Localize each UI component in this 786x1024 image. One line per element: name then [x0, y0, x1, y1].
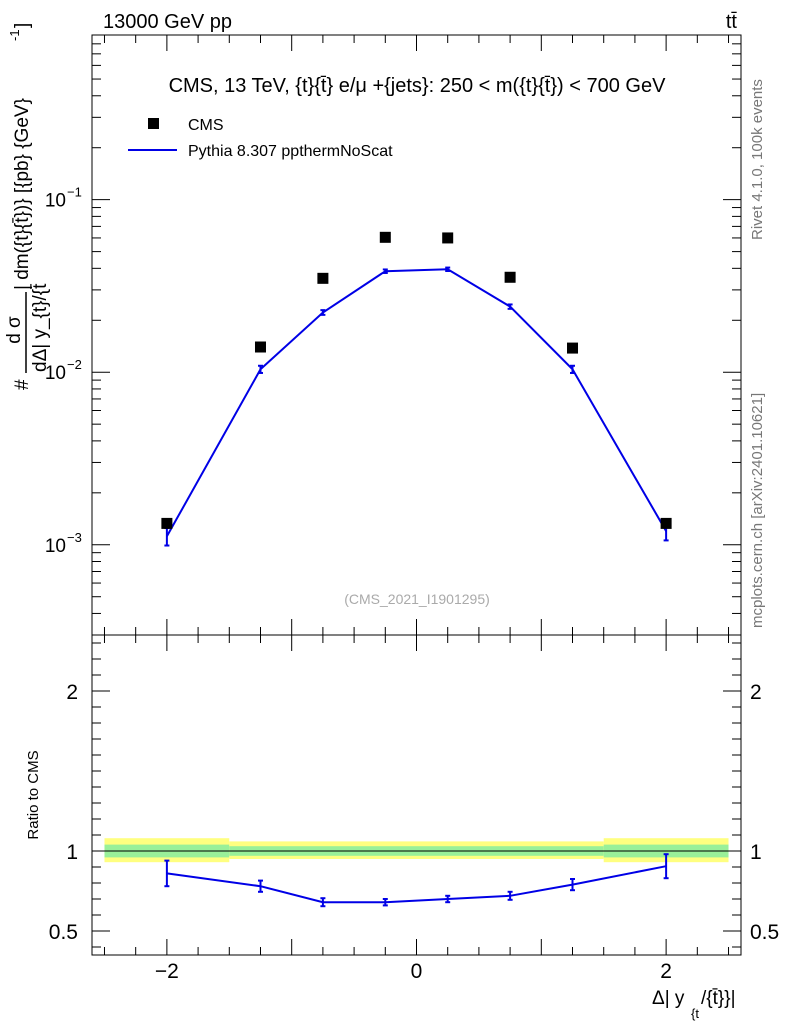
- y-label-exponent: -1: [7, 29, 22, 41]
- cms-data-point: [504, 271, 516, 283]
- ratio-panel: 0.5 0.5 1 1 2 2 −2 0 2 Ratio to CMS Δ| y {t /{t…: [25, 634, 779, 1021]
- x-tick-labels: −2 0 2: [155, 960, 672, 983]
- legend-cms-label: CMS: [188, 117, 224, 134]
- x-tick-label: −2: [155, 960, 179, 983]
- ratio-curve: [166, 865, 667, 904]
- main-y-tick-exponent: −2: [67, 357, 82, 372]
- ratio-y-tick-labels: 0.5 0.5 1 1 2 2: [49, 681, 779, 944]
- x-axis-label: Δ| y {t /{t̄}}|: [652, 988, 736, 1021]
- energy-label: 13000 GeV pp: [103, 11, 232, 33]
- rivet-label: Rivet 4.1.0, 100k events: [749, 79, 766, 240]
- cms-data-markers: [161, 231, 672, 529]
- main-y-tick-exponent: −3: [67, 530, 82, 545]
- ratio-y-tick-label: 2: [66, 681, 78, 704]
- ratio-frame: [91, 634, 742, 956]
- ratio-y-axis-label: Ratio to CMS: [25, 750, 42, 839]
- ratio-y-tick-label-right: 0.5: [750, 921, 779, 944]
- analysis-watermark: (CMS_2021_I1901295): [344, 591, 490, 607]
- y-label-denominator: dΔ| y_{t}/{t̄: [30, 283, 51, 372]
- cms-data-point: [379, 231, 391, 243]
- legend-cms-marker: [148, 118, 159, 129]
- y-label-hash: #: [12, 379, 33, 390]
- y-label-numerator: d σ: [4, 316, 25, 344]
- cms-data-point: [660, 517, 672, 529]
- ratio-uncertainty-bands: [104, 838, 729, 863]
- ratio-axis-ticks: [92, 635, 741, 955]
- legend-mc-label: Pythia 8.307 ppthermNoScat: [188, 143, 393, 160]
- main-axis-ticks: [92, 34, 741, 636]
- ratio-y-tick-label: 0.5: [49, 921, 78, 944]
- legend: CMS Pythia 8.307 ppthermNoScat: [128, 117, 393, 160]
- main-panel: 10−110−210−3 CMS, 13 TeV, {t}{t̄} e/μ +{…: [4, 23, 742, 636]
- y-label-rest: | dm({t}{t̄})} [{pb} {GeV}: [12, 98, 33, 290]
- cms-data-point: [161, 517, 173, 529]
- x-label-subscript: {t: [691, 1006, 699, 1021]
- plot-title: CMS, 13 TeV, {t}{t̄} e/μ +{jets}: 250 < …: [169, 75, 667, 97]
- x-tick-label: 0: [411, 960, 423, 983]
- cms-data-point: [442, 232, 454, 244]
- cms-data-point: [567, 342, 579, 354]
- ratio-y-tick-label-right: 1: [750, 841, 762, 864]
- x-label-tail: /{t̄}}|: [701, 988, 736, 1009]
- main-y-tick-exponent: −1: [67, 185, 82, 200]
- main-y-tick-label: 10: [45, 191, 66, 212]
- x-tick-label: 2: [660, 960, 672, 983]
- ratio-y-tick-label-right: 2: [750, 681, 762, 704]
- main-y-axis-label: # d σ dΔ| y_{t}/{t̄ | dm({t}{t̄})} [{pb}…: [4, 23, 51, 390]
- main-y-tick-label: 10: [45, 363, 66, 384]
- mcplots-label: mcplots.cern.ch [arXiv:2401.10621]: [749, 393, 766, 628]
- mc-curve: [166, 268, 667, 537]
- cms-data-point: [254, 341, 266, 353]
- cms-data-point: [317, 272, 329, 284]
- x-label-main: Δ| y: [652, 988, 685, 1009]
- main-y-tick-labels: 10−110−210−3: [45, 185, 82, 557]
- ratio-y-tick-label: 1: [66, 841, 78, 864]
- y-label-close: ]: [12, 23, 33, 28]
- process-label: tt̄: [726, 11, 738, 33]
- main-y-tick-label: 10: [45, 536, 66, 557]
